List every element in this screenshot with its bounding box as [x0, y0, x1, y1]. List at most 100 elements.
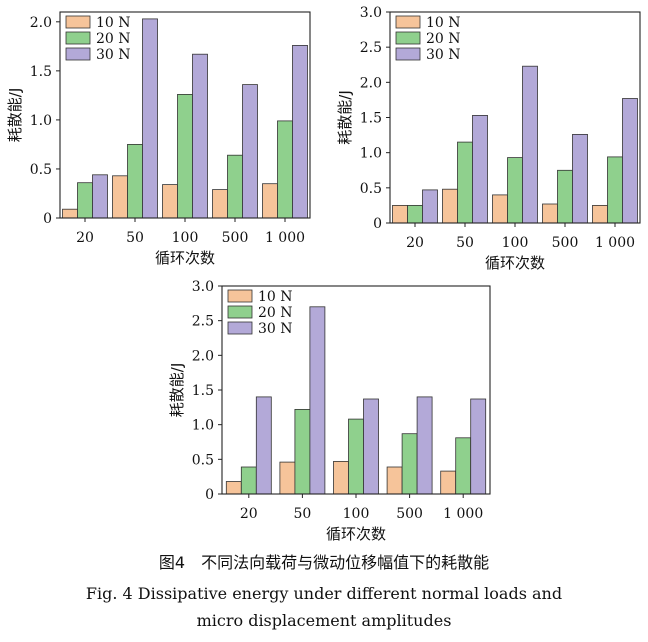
x-tick-label-c: 50 — [293, 506, 311, 522]
legend-swatch-c-0 — [227, 289, 253, 303]
x-tick-label-b: 500 — [552, 235, 579, 251]
y-tick-label-c: 2.0 — [192, 348, 214, 364]
bar-a-10n-50 — [112, 175, 128, 219]
y-tick-label-a: 0.5 — [30, 162, 52, 178]
legend-swatch-a-1 — [65, 31, 91, 45]
bar-a-10n-500 — [212, 189, 228, 219]
bar-b-30n-20 — [422, 189, 438, 224]
y-tick-label-a: 2.0 — [30, 15, 52, 31]
bar-c-30n-100 — [363, 398, 379, 495]
legend-swatch-b-1 — [395, 31, 421, 45]
bar-c-30n-1000 — [470, 398, 487, 495]
bar-a-20n-20 — [77, 182, 93, 219]
bar-c-30n-500 — [416, 396, 433, 495]
x-tick-label-c: 100 — [343, 506, 370, 522]
y-tick-label-a: 1.5 — [30, 64, 52, 80]
chart-top-left: 0 0.5 1.0 1.5 2.0 20 50 100 500 1 000 循环次数 耗散能/J 10 … — [6, 11, 311, 267]
bar-b-30n-500 — [572, 133, 588, 224]
x-tick-label-c: 1 000 — [443, 506, 483, 522]
legend-label-b-0: 10 N — [426, 15, 461, 31]
y-axis-title-c: 耗散能/J — [168, 363, 186, 417]
bar-c-10n-100 — [333, 460, 349, 495]
bar-b-30n-50 — [472, 115, 488, 224]
bar-a-10n-1000 — [262, 183, 278, 219]
legend-label-c-1: 20 N — [258, 305, 293, 321]
bar-b-10n-20 — [392, 204, 408, 224]
legend-label-b-1: 20 N — [426, 31, 461, 47]
x-tick-label-b: 20 — [406, 235, 424, 251]
x-axis-title-b: 循环次数 — [485, 254, 545, 272]
bar-b-10n-500 — [542, 203, 558, 224]
x-tick-label-b: 100 — [502, 235, 529, 251]
y-tick-label-b: 0 — [373, 216, 382, 232]
x-tick-label-a: 50 — [126, 230, 144, 246]
legend-label-b-2: 30 N — [426, 47, 461, 63]
y-tick-label-b: 1.0 — [360, 146, 382, 162]
bar-c-30n-20 — [255, 396, 272, 495]
bar-a-30n-100 — [192, 53, 208, 219]
legend-swatch-c-1 — [227, 305, 253, 319]
legend-swatch-b-0 — [395, 15, 421, 29]
figure-caption-english-line1: Fig. 4 Dissipative energy under differen… — [85, 584, 563, 603]
y-axis-title-b: 耗散能/J — [336, 90, 354, 144]
bar-a-20n-500 — [227, 154, 243, 219]
x-tick-label-a: 500 — [222, 230, 249, 246]
legend-label-a-2: 30 N — [96, 47, 131, 63]
legend-swatch-b-2 — [395, 47, 421, 61]
x-tick-label-a: 100 — [172, 230, 199, 246]
bar-c-20n-1000 — [455, 437, 472, 495]
x-axis-title-a: 循环次数 — [155, 249, 215, 267]
y-tick-label-a: 0 — [43, 211, 52, 227]
y-tick-label-b: 2.5 — [360, 40, 382, 56]
figure-caption-chinese: 图4 不同法向载荷与微动位移幅值下的耗散能 — [158, 553, 490, 572]
x-tick-label-c: 500 — [396, 506, 423, 522]
bar-c-10n-500 — [386, 466, 403, 495]
y-tick-label-b: 2.0 — [360, 75, 382, 91]
bar-b-20n-500 — [557, 169, 573, 224]
y-axis-title-a: 耗散能/J — [6, 88, 24, 142]
legend-label-c-2: 30 N — [258, 321, 293, 337]
bar-a-20n-1000 — [277, 120, 293, 219]
bar-b-10n-1000 — [592, 204, 608, 224]
figure-caption-english-line2: micro displacement amplitudes — [196, 611, 452, 630]
legend-swatch-c-2 — [227, 321, 253, 335]
bar-a-30n-20 — [92, 174, 108, 219]
bar-c-20n-500 — [401, 433, 418, 495]
x-tick-label-c: 20 — [240, 506, 258, 522]
bar-b-30n-100 — [522, 65, 538, 224]
bar-c-20n-50 — [294, 408, 311, 495]
y-tick-label-b: 1.5 — [360, 111, 382, 127]
bar-a-20n-50 — [127, 143, 143, 219]
x-tick-label-a: 1 000 — [265, 230, 305, 246]
bar-b-20n-20 — [407, 204, 423, 224]
y-tick-label-c: 1.0 — [192, 418, 214, 434]
y-tick-label-c: 1.5 — [192, 383, 214, 399]
bar-b-20n-100 — [507, 157, 523, 224]
legend-swatch-a-0 — [65, 15, 91, 29]
bar-c-10n-1000 — [440, 470, 457, 495]
chart-top-right: 0 0.5 1.0 1.5 2.0 2.5 3.0 20 50 100 500 1 000 循环次数 耗散… — [336, 5, 641, 272]
bar-b-20n-50 — [457, 141, 473, 224]
legend-label-c-0: 10 N — [258, 289, 293, 305]
legend-swatch-a-2 — [65, 47, 91, 61]
bar-c-20n-20 — [240, 466, 257, 495]
x-tick-label-a: 20 — [76, 230, 94, 246]
y-tick-label-c: 3.0 — [192, 279, 214, 295]
y-tick-label-c: 0.5 — [192, 452, 214, 468]
bar-c-10n-50 — [279, 461, 296, 495]
bar-a-20n-100 — [177, 94, 193, 219]
bar-a-30n-500 — [242, 84, 258, 219]
legend-label-a-0: 10 N — [96, 15, 131, 31]
bar-b-10n-100 — [492, 194, 508, 224]
bar-a-30n-1000 — [292, 45, 308, 219]
y-tick-label-b: 0.5 — [360, 181, 382, 197]
bar-a-10n-100 — [162, 184, 178, 219]
bar-c-30n-50 — [309, 306, 326, 495]
bar-b-20n-1000 — [607, 156, 623, 224]
x-tick-label-b: 1 000 — [595, 235, 635, 251]
bar-b-30n-1000 — [622, 98, 638, 224]
bar-a-30n-50 — [142, 18, 158, 219]
y-tick-label-a: 1.0 — [30, 113, 52, 129]
x-tick-label-b: 50 — [456, 235, 474, 251]
bar-b-10n-50 — [442, 188, 458, 224]
